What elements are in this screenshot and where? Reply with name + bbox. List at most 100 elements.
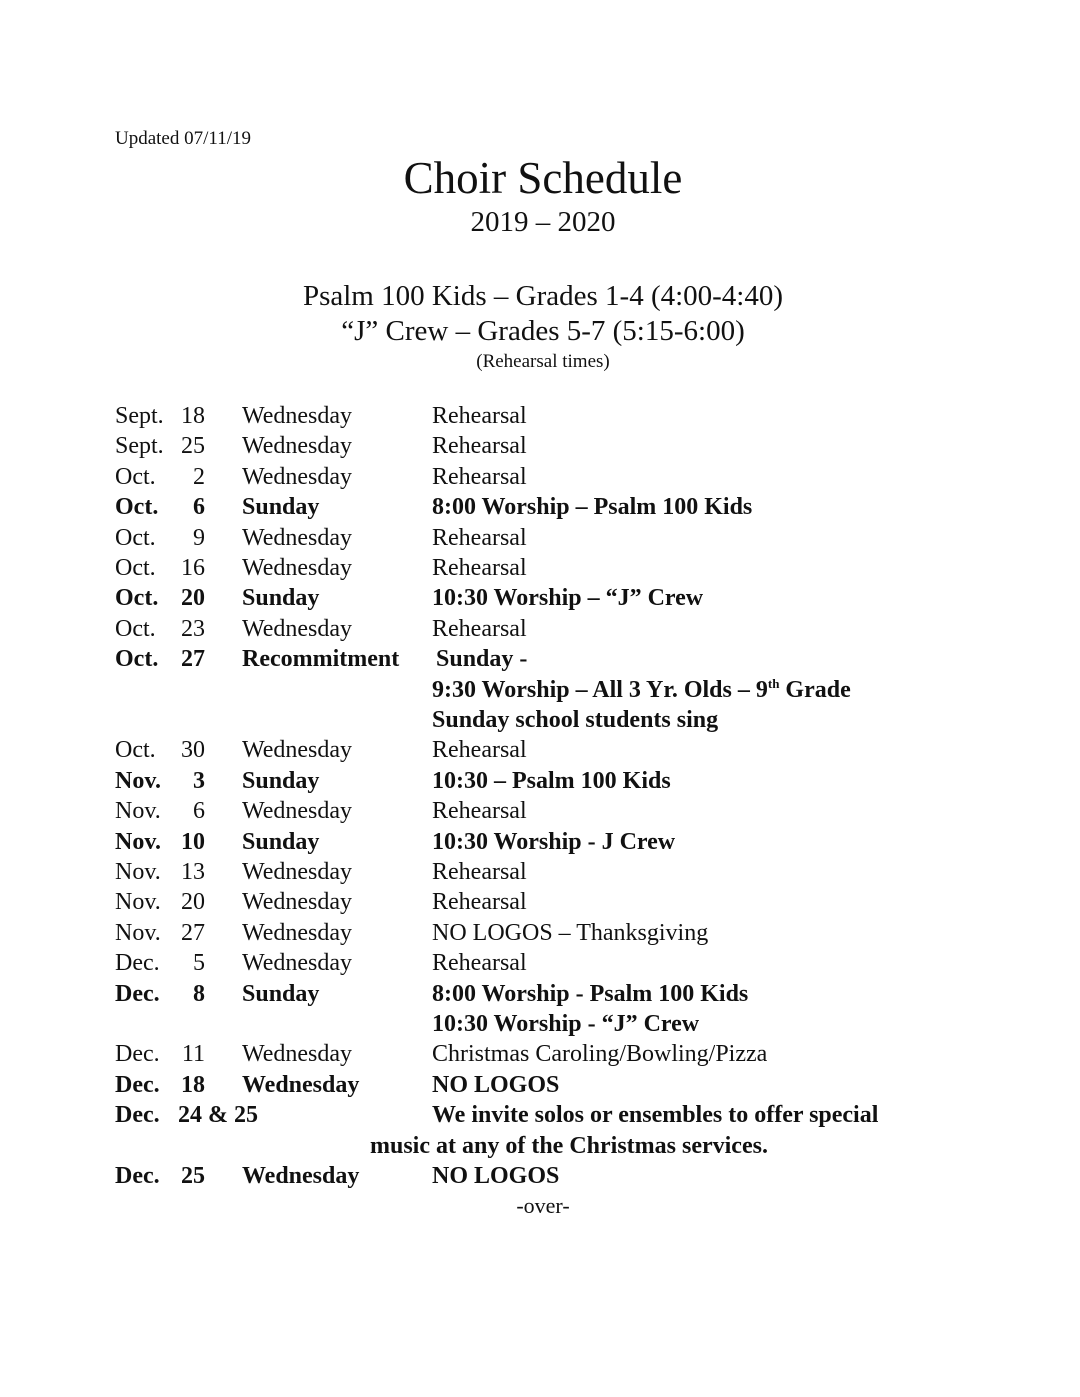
weekday: Wednesday	[242, 889, 353, 916]
event-continued: music at any of the Christmas services.	[370, 1131, 768, 1161]
event: Rehearsal	[432, 463, 527, 490]
schedule-row: Dec. 8 Sunday 8:00 Worship - Psalm 100 Kids	[0, 979, 1080, 1009]
schedule-row: Nov. 27 Wednesday NO LOGOS – Thanksgiving	[0, 918, 1080, 948]
date-day: 10	[181, 828, 205, 855]
weekday: Wednesday	[242, 1071, 360, 1098]
event-text-after: Grade	[779, 676, 851, 703]
date-month: Oct.	[115, 494, 159, 521]
event: 10:30 – Psalm 100 Kids	[432, 767, 671, 794]
season-years: 2019 – 2020	[470, 206, 616, 238]
date-month: Oct.	[115, 585, 159, 612]
weekday: Wednesday	[242, 403, 353, 429]
schedule-row: Oct. 9 Wednesday Rehearsal	[0, 523, 1080, 553]
date-month: Sept.	[115, 433, 164, 460]
date-month: Oct.	[115, 555, 156, 581]
date-month: Nov.	[115, 767, 162, 794]
group-psalm-100-kids: Psalm 100 Kids – Grades 1-4 (4:00-4:40)	[302, 280, 784, 312]
date-day: 20	[181, 585, 205, 612]
date-day: 18	[181, 403, 205, 429]
event: Rehearsal	[432, 859, 527, 885]
date-day: 9	[193, 524, 205, 551]
weekday: Wednesday	[242, 524, 353, 551]
event-continued: 9:30 Worship – All 3 Yr. Olds – 9th Grad…	[432, 675, 851, 705]
event: 8:00 Worship - Psalm 100 Kids	[432, 980, 749, 1007]
event: Rehearsal	[432, 615, 527, 642]
schedule-row: Oct. 30 Wednesday Rehearsal	[0, 735, 1080, 765]
weekday: Wednesday	[242, 737, 353, 764]
date-day: 25	[181, 1163, 205, 1189]
date-day: 25	[181, 433, 205, 460]
weekday: Sunday	[242, 585, 320, 612]
event: Rehearsal	[432, 950, 527, 977]
event-text: 9:30 Worship – All 3 Yr. Olds – 9	[432, 676, 768, 703]
weekday: Wednesday	[242, 1163, 360, 1189]
event: Rehearsal	[432, 798, 527, 825]
event: NO LOGOS – Thanksgiving	[432, 919, 709, 946]
date-day: 8	[193, 980, 205, 1007]
date-month: Dec.	[115, 980, 160, 1007]
schedule-row: Dec. 5 Wednesday Rehearsal	[0, 948, 1080, 978]
date-day: 5	[193, 950, 205, 977]
event-text: 10:30 Worship - “J” Crew	[432, 1011, 700, 1037]
event: Sunday -	[436, 646, 528, 673]
schedule-row-continued: Sunday school students sing	[0, 705, 1080, 735]
date-month: Oct.	[115, 646, 159, 673]
date-month: Dec.	[115, 1041, 160, 1068]
weekday: Wednesday	[242, 798, 353, 825]
weekday: Recommitment	[242, 646, 400, 673]
updated-date: Updated 07/11/19	[115, 128, 251, 149]
date-month: Sept.	[115, 403, 164, 429]
group-j-crew: “J” Crew – Grades 5-7 (5:15-6:00)	[341, 315, 745, 347]
weekday: Wednesday	[242, 919, 353, 946]
schedule-row: Oct. 6 Sunday 8:00 Worship – Psalm 100 Kids	[0, 492, 1080, 522]
date-month: Oct.	[115, 524, 156, 551]
weekday: Wednesday	[242, 433, 353, 460]
event: 8:00 Worship – Psalm 100 Kids	[432, 494, 753, 521]
event: Rehearsal	[432, 737, 527, 764]
event: Rehearsal	[432, 555, 527, 581]
weekday: Sunday	[242, 980, 320, 1007]
schedule-row: Nov. 10 Sunday 10:30 Worship - J Crew	[0, 827, 1080, 857]
schedule-row: Nov. 20 Wednesday Rehearsal	[0, 887, 1080, 917]
rehearsal-note: (Rehearsal times)	[476, 351, 610, 372]
date-day: 2	[193, 463, 205, 490]
date-day: 3	[193, 767, 205, 794]
event: 10:30 Worship – “J” Crew	[432, 585, 704, 612]
schedule-row: Dec. 18 Wednesday NO LOGOS	[0, 1070, 1080, 1100]
date-month: Oct.	[115, 615, 156, 642]
date-day: 23	[181, 615, 205, 642]
schedule-row: Nov. 6 Wednesday Rehearsal	[0, 796, 1080, 826]
schedule-row: Nov. 13 Wednesday Rehearsal	[0, 857, 1080, 887]
date-month: Nov.	[115, 889, 161, 916]
event: Rehearsal	[432, 433, 527, 460]
date-day: 20	[181, 889, 205, 916]
weekday: Wednesday	[242, 463, 353, 490]
schedule-row: Oct. 2 Wednesday Rehearsal	[0, 462, 1080, 492]
date-day: 18	[181, 1071, 205, 1098]
schedule-row: Nov. 3 Sunday 10:30 – Psalm 100 Kids	[0, 766, 1080, 796]
schedule-row: Oct. 23 Wednesday Rehearsal	[0, 614, 1080, 644]
event-continued: Sunday school students sing	[432, 705, 718, 735]
date-day: 6	[193, 494, 205, 521]
event: Rehearsal	[432, 403, 527, 429]
schedule-row: Dec. 11 Wednesday Christmas Caroling/Bowlin…	[0, 1039, 1080, 1069]
date-month: Nov.	[115, 798, 161, 825]
event: NO LOGOS	[432, 1071, 560, 1098]
weekday: Wednesday	[242, 615, 353, 642]
schedule-row: Oct. 27 Recommitment Sunday -	[0, 644, 1080, 674]
schedule-row-continued: music at any of the Christmas services.	[0, 1131, 1080, 1161]
weekday: Sunday	[242, 828, 320, 855]
schedule-row: Oct. 16 Wednesday Rehearsal	[0, 553, 1080, 583]
footer-over: -over-	[516, 1193, 570, 1218]
event: Rehearsal	[432, 889, 527, 916]
date-day: 6	[193, 798, 205, 825]
date-day: 13	[181, 859, 205, 885]
schedule-row-continued: 9:30 Worship – All 3 Yr. Olds – 9th Grad…	[0, 675, 1080, 705]
page-title: Choir Schedule	[403, 153, 683, 203]
weekday: Wednesday	[242, 950, 353, 977]
schedule-row: Sept. 18 Wednesday Rehearsal	[0, 401, 1080, 431]
date-day: 27	[181, 919, 205, 946]
date-month: Oct.	[115, 463, 156, 490]
date-month: Dec.	[115, 1102, 160, 1129]
event: Rehearsal	[432, 524, 527, 551]
